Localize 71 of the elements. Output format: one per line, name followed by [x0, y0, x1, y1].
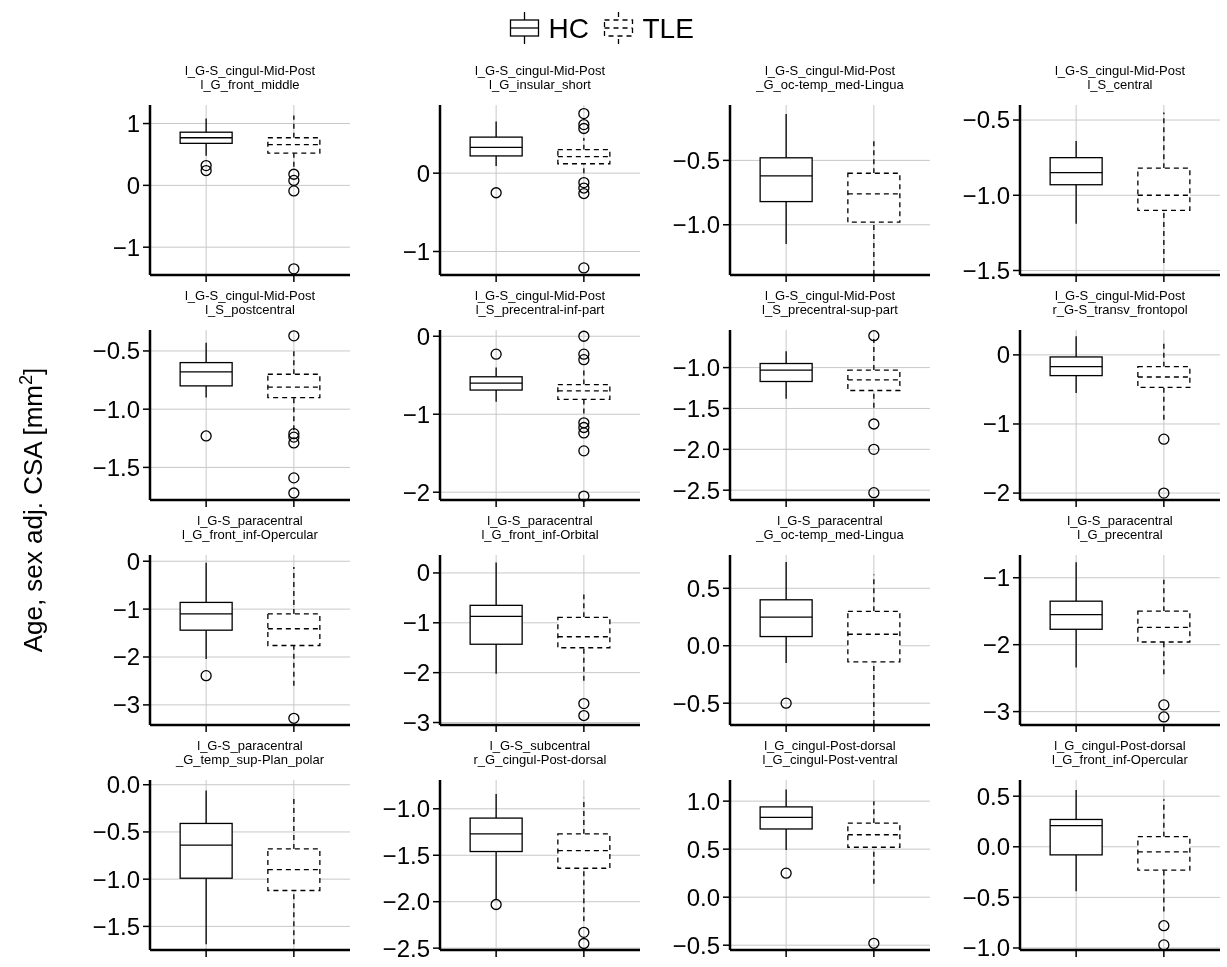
chart-title: l_G-S_cingul-Mid-Post l_S_precentral-inf-part [474, 288, 606, 317]
y-tick-label: −1.0 [382, 795, 430, 823]
chart-title: l_G_cingul-Post-dorsal l_G_cingul-Post-ventral [762, 738, 898, 767]
y-tick-label: −1 [402, 400, 430, 428]
y-tick-label: 0 [416, 322, 430, 350]
y-tick-label: −0.5 [672, 146, 720, 174]
y-tick-label: −2 [402, 478, 430, 506]
y-tick-label: −1 [982, 410, 1010, 438]
y-tick-label: −0.5 [962, 106, 1010, 134]
y-tick-label: −1 [112, 233, 140, 261]
y-tick-label: 0 [996, 341, 1010, 369]
y-tick-label: −1.0 [962, 934, 1010, 962]
chart-title: l_G-S_paracentral _G_oc-temp_med-Lingua [755, 513, 905, 542]
chart-title: l_G-S_cingul-Mid-Post r_G-S_transv_frontopol [1052, 288, 1188, 317]
y-tick-label: −1.0 [672, 211, 720, 239]
y-tick-label: −1 [112, 595, 140, 623]
y-tick-label: 0.5 [976, 782, 1010, 810]
y-tick-label: 0 [416, 559, 430, 587]
y-tick-label: 0 [126, 171, 140, 199]
y-tick-label: −1.5 [962, 256, 1010, 284]
y-tick-label: −0.5 [92, 337, 140, 365]
y-tick-label: −3 [402, 708, 430, 736]
y-tick-label: −2.0 [672, 435, 720, 463]
y-tick-label: 0.0 [686, 883, 720, 911]
chart-title: l_G-S_cingul-Mid-Post l_S_precentral-sup-part [762, 288, 899, 317]
y-tick-label: 0 [416, 159, 430, 187]
y-tick-label: −1.5 [92, 453, 140, 481]
y-tick-label: −1 [402, 609, 430, 637]
y-tick-label: −0.5 [672, 689, 720, 717]
y-tick-label: 0.5 [686, 574, 720, 602]
y-tick-label: 0.0 [976, 833, 1010, 861]
y-tick-label: 0.5 [686, 835, 720, 863]
y-tick-label: −0.5 [672, 931, 720, 959]
chart-title: l_G-S_paracentral _G_temp_sup-Plan_polar [174, 738, 325, 767]
chart-title: l_G-S_paracentral l_G_front_inf-Orbital [481, 513, 599, 542]
chart-title: l_G-S_cingul-Mid-Post _G_oc-temp_med-Lingua [755, 63, 905, 92]
y-tick-label: 0.0 [686, 632, 720, 660]
chart-title: l_G_cingul-Post-dorsal l_G_front_inf-Opercular [1052, 738, 1189, 767]
legend-label: TLE [642, 12, 694, 44]
chart-title: l_G-S_cingul-Mid-Post l_G_insular_short [474, 63, 606, 92]
y-tick-label: 0 [126, 547, 140, 575]
y-tick-label: −2 [112, 643, 140, 671]
y-tick-label: 1 [126, 109, 140, 137]
y-tick-label: −2.5 [672, 476, 720, 504]
y-tick-label: −2.5 [382, 934, 430, 962]
y-tick-label: −1.0 [672, 354, 720, 381]
y-tick-label: −1.0 [92, 395, 140, 423]
chart-title: l_G-S_cingul-Mid-Post l_G_front_middle [184, 63, 316, 92]
y-tick-label: −1 [402, 237, 430, 265]
y-tick-label: −1.5 [92, 912, 140, 940]
chart-title: l_G-S_subcentral r_G_cingul-Post-dorsal [473, 738, 607, 767]
y-tick-label: −2 [982, 479, 1010, 507]
chart-title: l_G-S_paracentral l_G_front_inf-Opercular [182, 513, 319, 542]
y-tick-label: −1.5 [382, 841, 430, 869]
y-tick-label: −3 [982, 698, 1010, 726]
y-tick-label: −1.0 [962, 181, 1010, 209]
y-tick-label: −1.0 [92, 865, 140, 893]
chart-title: l_G-S_cingul-Mid-Post l_S_central [1054, 63, 1186, 92]
chart-title: l_G-S_paracentral l_G_precentral [1067, 513, 1173, 542]
y-tick-label: −1 [982, 564, 1010, 592]
y-tick-label: −2 [982, 631, 1010, 659]
y-tick-label: −1.5 [672, 394, 720, 422]
y-tick-label: −2 [402, 659, 430, 687]
legend-label: HC [548, 12, 589, 44]
chart-title: l_G-S_cingul-Mid-Post l_S_postcentral [184, 288, 316, 317]
y-tick-label: −2.0 [382, 888, 430, 916]
y-tick-label: −0.5 [962, 883, 1010, 911]
y-tick-label: 0.0 [106, 771, 140, 799]
y-tick-label: 1.0 [686, 787, 720, 815]
y-tick-label: −0.5 [92, 818, 140, 846]
y-tick-label: −3 [112, 691, 140, 719]
